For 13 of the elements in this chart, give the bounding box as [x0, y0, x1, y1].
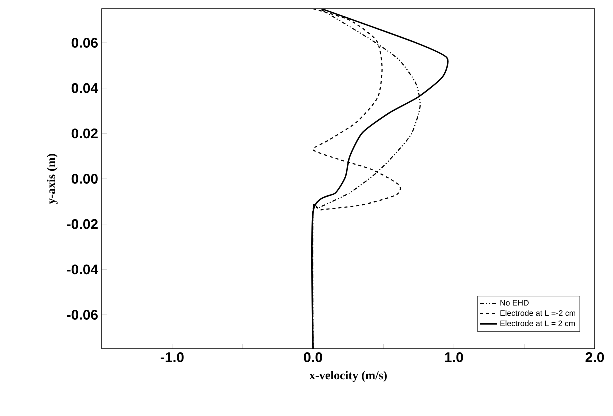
y-tick-label: -0.02: [67, 219, 98, 230]
y-tick-label: 0.00: [72, 174, 98, 184]
y-tick-label: 0.06: [72, 38, 98, 48]
y-tick-label: -0.04: [67, 264, 98, 275]
y-axis-title: y-axis (m): [46, 154, 58, 204]
x-tick-label: -1.0: [160, 352, 184, 362]
x-tick-label: 2.0: [586, 352, 604, 362]
x-tick-label: 1.0: [445, 352, 464, 362]
y-tick-label: 0.04: [72, 83, 98, 94]
x-axis-title: x-velocity (m/s): [310, 371, 387, 382]
x-tick-label: 0.0: [304, 352, 322, 362]
y-tick-label: -0.06: [67, 310, 98, 320]
y-tick-label: 0.02: [72, 128, 98, 139]
